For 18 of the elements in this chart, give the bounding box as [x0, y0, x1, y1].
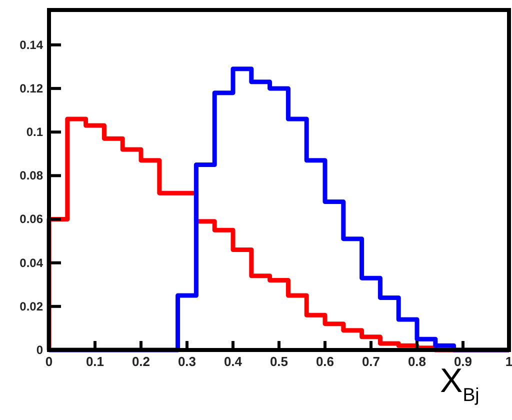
y-tick-label: 0.08: [20, 168, 44, 183]
x-tick-label: 0.8: [408, 354, 426, 369]
x-tick-label: 0.7: [362, 354, 380, 369]
x-tick-label: 0.2: [132, 354, 150, 369]
y-tick-label: 0.06: [20, 212, 44, 226]
y-tick-label: 0.02: [20, 299, 44, 314]
x-tick-label: 0.3: [178, 354, 196, 369]
x-tick-label: 0.6: [316, 354, 334, 369]
x-tick-label: 0.5: [270, 354, 288, 369]
x-tick-label: 1: [505, 354, 512, 369]
y-tick-label: 0.14: [20, 38, 44, 52]
y-tick-label: 0.04: [20, 256, 44, 270]
x-tick-label: 0.4: [224, 354, 243, 369]
x-tick-label: 0.1: [86, 354, 104, 369]
x-tick-label: 0: [45, 354, 53, 369]
y-tick-label: 0.1: [26, 125, 44, 140]
y-tick-label: 0: [36, 343, 44, 357]
y-tick-label: 0.12: [20, 81, 44, 96]
